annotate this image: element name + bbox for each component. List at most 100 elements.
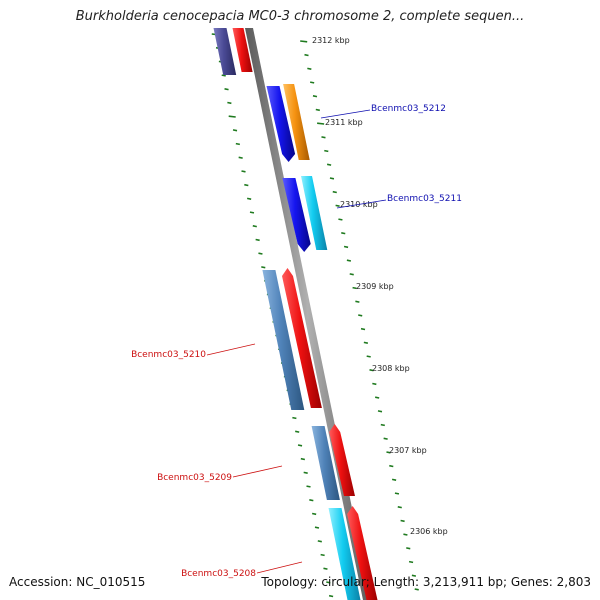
scale-tick: [352, 286, 357, 290]
gene-feature[interactable]: [283, 84, 310, 160]
scale-tick: [400, 519, 405, 523]
scale-tick: [224, 88, 229, 91]
gene-feature[interactable]: [282, 178, 311, 252]
scale-tick: [324, 149, 329, 153]
scale-tick: [343, 245, 349, 249]
scale-tick: [406, 547, 411, 550]
scale-tick: [341, 232, 346, 235]
gene-feature[interactable]: [301, 176, 328, 250]
scale-tick: [246, 197, 252, 200]
scale-tick: [221, 74, 226, 77]
scale-tick: [372, 382, 377, 386]
scale-tick: [328, 594, 334, 598]
scale-tick: [397, 506, 402, 509]
scale-tick: [358, 314, 363, 317]
scale-tick: [329, 177, 335, 180]
scale-tick: [241, 170, 246, 173]
gene-feature[interactable]: [328, 508, 361, 600]
gene-label-leader: [232, 465, 283, 478]
scale-tick: [411, 574, 417, 577]
scale-tick: [304, 53, 309, 57]
scale-tick: [391, 478, 397, 481]
map-title: Burkholderia cenocepacia MC0-3 chromosom…: [75, 9, 525, 24]
scale-tick: [335, 204, 340, 207]
gene-label[interactable]: Bcenmc03_5212: [371, 104, 446, 114]
scale-tick: [383, 437, 388, 440]
scale-tick: [297, 444, 303, 447]
scale-tick: [317, 540, 322, 543]
gene-label-leader: [256, 561, 303, 574]
scale-label: 2308 kbp: [372, 364, 410, 373]
gene-feature[interactable]: [232, 28, 253, 72]
scale-tick: [321, 136, 326, 139]
scale-tick: [292, 416, 297, 420]
gene-label-leader: [336, 199, 387, 209]
scale-tick: [349, 273, 354, 276]
scale-tick: [375, 396, 380, 399]
scale-tick: [326, 581, 331, 584]
scale-ticks-outer: [300, 40, 419, 591]
scale-tick: [323, 567, 328, 570]
scale-tick: [306, 485, 311, 488]
scale-tick: [261, 266, 266, 269]
scale-tick: [363, 341, 369, 344]
scale-tick: [369, 369, 374, 372]
gene-feature[interactable]: [311, 426, 340, 500]
scale-tick: [252, 225, 257, 228]
scale-tick: [380, 423, 385, 427]
scale-tick: [310, 81, 315, 84]
gene-feature[interactable]: [329, 424, 355, 496]
scale-tick: [355, 300, 360, 303]
scale-tick: [258, 252, 263, 255]
scale-tick: [386, 451, 391, 454]
scale-tick: [338, 218, 343, 221]
scale-label: 2312 kbp: [312, 36, 350, 45]
scale-tick: [346, 259, 352, 262]
scale-label: 2306 kbp: [410, 527, 448, 536]
gene-feature[interactable]: [262, 270, 305, 410]
gene-feature[interactable]: [347, 506, 378, 600]
scale-tick: [408, 560, 414, 564]
scale-tick: [244, 183, 249, 187]
scale-tick: [300, 40, 308, 43]
gene-label[interactable]: Bcenmc03_5210: [131, 350, 206, 360]
gene-label-leader: [206, 343, 256, 356]
scale-tick: [303, 471, 308, 474]
gene-feature[interactable]: [266, 86, 296, 162]
scale-tick: [414, 588, 419, 591]
scale-tick: [312, 95, 318, 98]
gene-label-leader: [320, 109, 371, 119]
gene-feature[interactable]: [282, 268, 322, 408]
scale-tick: [309, 499, 314, 502]
scale-tick: [360, 327, 366, 331]
scale-tick: [332, 190, 337, 194]
scale-tick: [235, 142, 241, 146]
scale-tick: [307, 67, 312, 70]
scale-tick: [295, 430, 300, 433]
scale-label: 2309 kbp: [356, 282, 394, 291]
scale-tick: [326, 163, 332, 166]
gene-label[interactable]: Bcenmc03_5208: [181, 569, 256, 579]
scale-tick: [311, 512, 317, 516]
scale-tick: [403, 533, 408, 536]
scale-tick: [317, 122, 325, 125]
scale-tick: [377, 410, 383, 413]
gene-label[interactable]: Bcenmc03_5211: [387, 194, 462, 204]
scale-tick: [238, 156, 243, 159]
scale-tick: [255, 238, 260, 242]
scale-tick: [227, 101, 232, 105]
scale-tick: [228, 115, 236, 118]
scale-tick: [249, 211, 255, 214]
scale-tick: [315, 108, 320, 112]
gene-label[interactable]: Bcenmc03_5209: [157, 473, 232, 483]
scale-tick: [320, 553, 325, 557]
gene-feature[interactable]: [213, 28, 237, 75]
scale-tick: [366, 355, 371, 358]
scale-tick: [314, 526, 320, 529]
accession-text: Accession: NC_010515: [9, 575, 146, 589]
gene-features: [213, 28, 378, 600]
genome-summary-text: Topology: circular; Length: 3,213,911 bp…: [261, 575, 591, 589]
scale-tick: [232, 129, 238, 132]
